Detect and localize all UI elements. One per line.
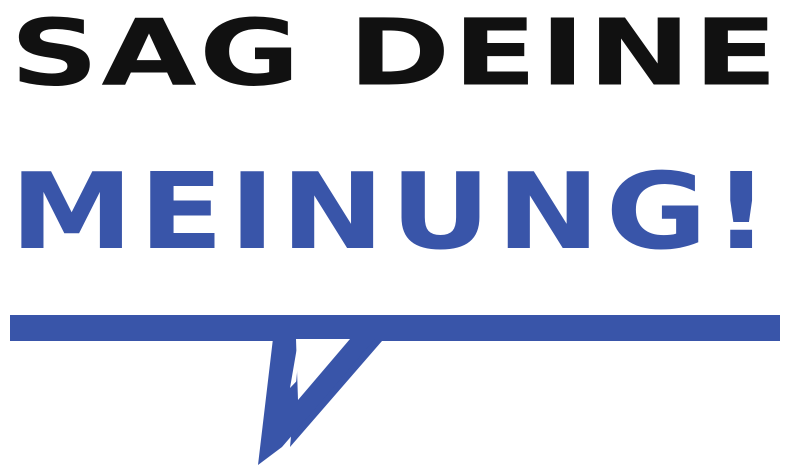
speech-bubble-icon bbox=[10, 315, 780, 465]
speech-bubble-tail-outline bbox=[258, 317, 394, 465]
speech-bubble-bar-fill bbox=[10, 315, 780, 339]
logo-line-meinung: MEINUNG! bbox=[10, 151, 775, 274]
logo-line-sag-deine: SAG DEINE bbox=[10, 0, 780, 108]
speech-bubble-tail-inner-cut bbox=[296, 339, 350, 400]
